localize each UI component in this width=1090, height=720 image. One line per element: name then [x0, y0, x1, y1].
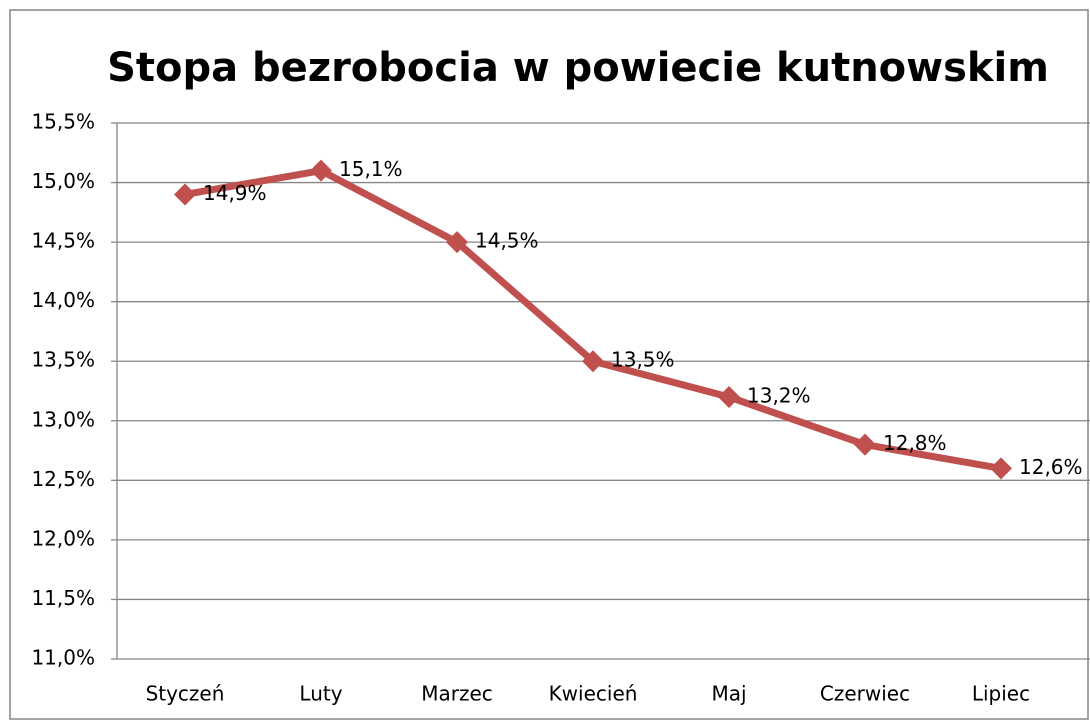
data-label: 14,9% [203, 181, 267, 205]
marker [310, 159, 332, 182]
x-tick-label: Styczeń [146, 682, 225, 706]
x-tick-label: Czerwiec [820, 682, 910, 706]
data-label: 12,8% [883, 431, 947, 455]
y-tick-label: 15,5% [31, 110, 95, 134]
data-label: 12,6% [1019, 455, 1083, 479]
y-tick-label: 15,0% [31, 169, 95, 193]
y-tick-label: 12,0% [31, 526, 95, 550]
y-tick-label: 14,0% [31, 288, 95, 312]
data-label: 15,1% [339, 157, 403, 181]
chart-border [9, 9, 1089, 720]
data-label: 13,5% [611, 348, 675, 372]
x-tick-label: Luty [299, 682, 342, 706]
x-tick-label: Kwiecień [549, 682, 638, 706]
y-tick-label: 13,0% [31, 407, 95, 431]
marker [446, 231, 468, 254]
y-tick-label: 11,0% [31, 646, 95, 670]
y-tick-label: 11,5% [31, 586, 95, 610]
marker [582, 350, 604, 373]
data-label: 14,5% [475, 229, 539, 253]
marker [718, 385, 740, 408]
marker [990, 457, 1012, 480]
marker [854, 433, 876, 456]
x-tick-label: Maj [711, 682, 746, 706]
marker [174, 183, 196, 206]
chart-title: Stopa bezrobocia w powiecie kutnowskim [107, 45, 1049, 91]
y-tick-label: 12,5% [31, 467, 95, 491]
x-tick-label: Lipiec [972, 682, 1030, 706]
data-label: 13,2% [747, 383, 811, 407]
y-tick-label: 14,5% [31, 229, 95, 253]
x-tick-label: Marzec [421, 682, 493, 706]
y-tick-label: 13,5% [31, 348, 95, 372]
